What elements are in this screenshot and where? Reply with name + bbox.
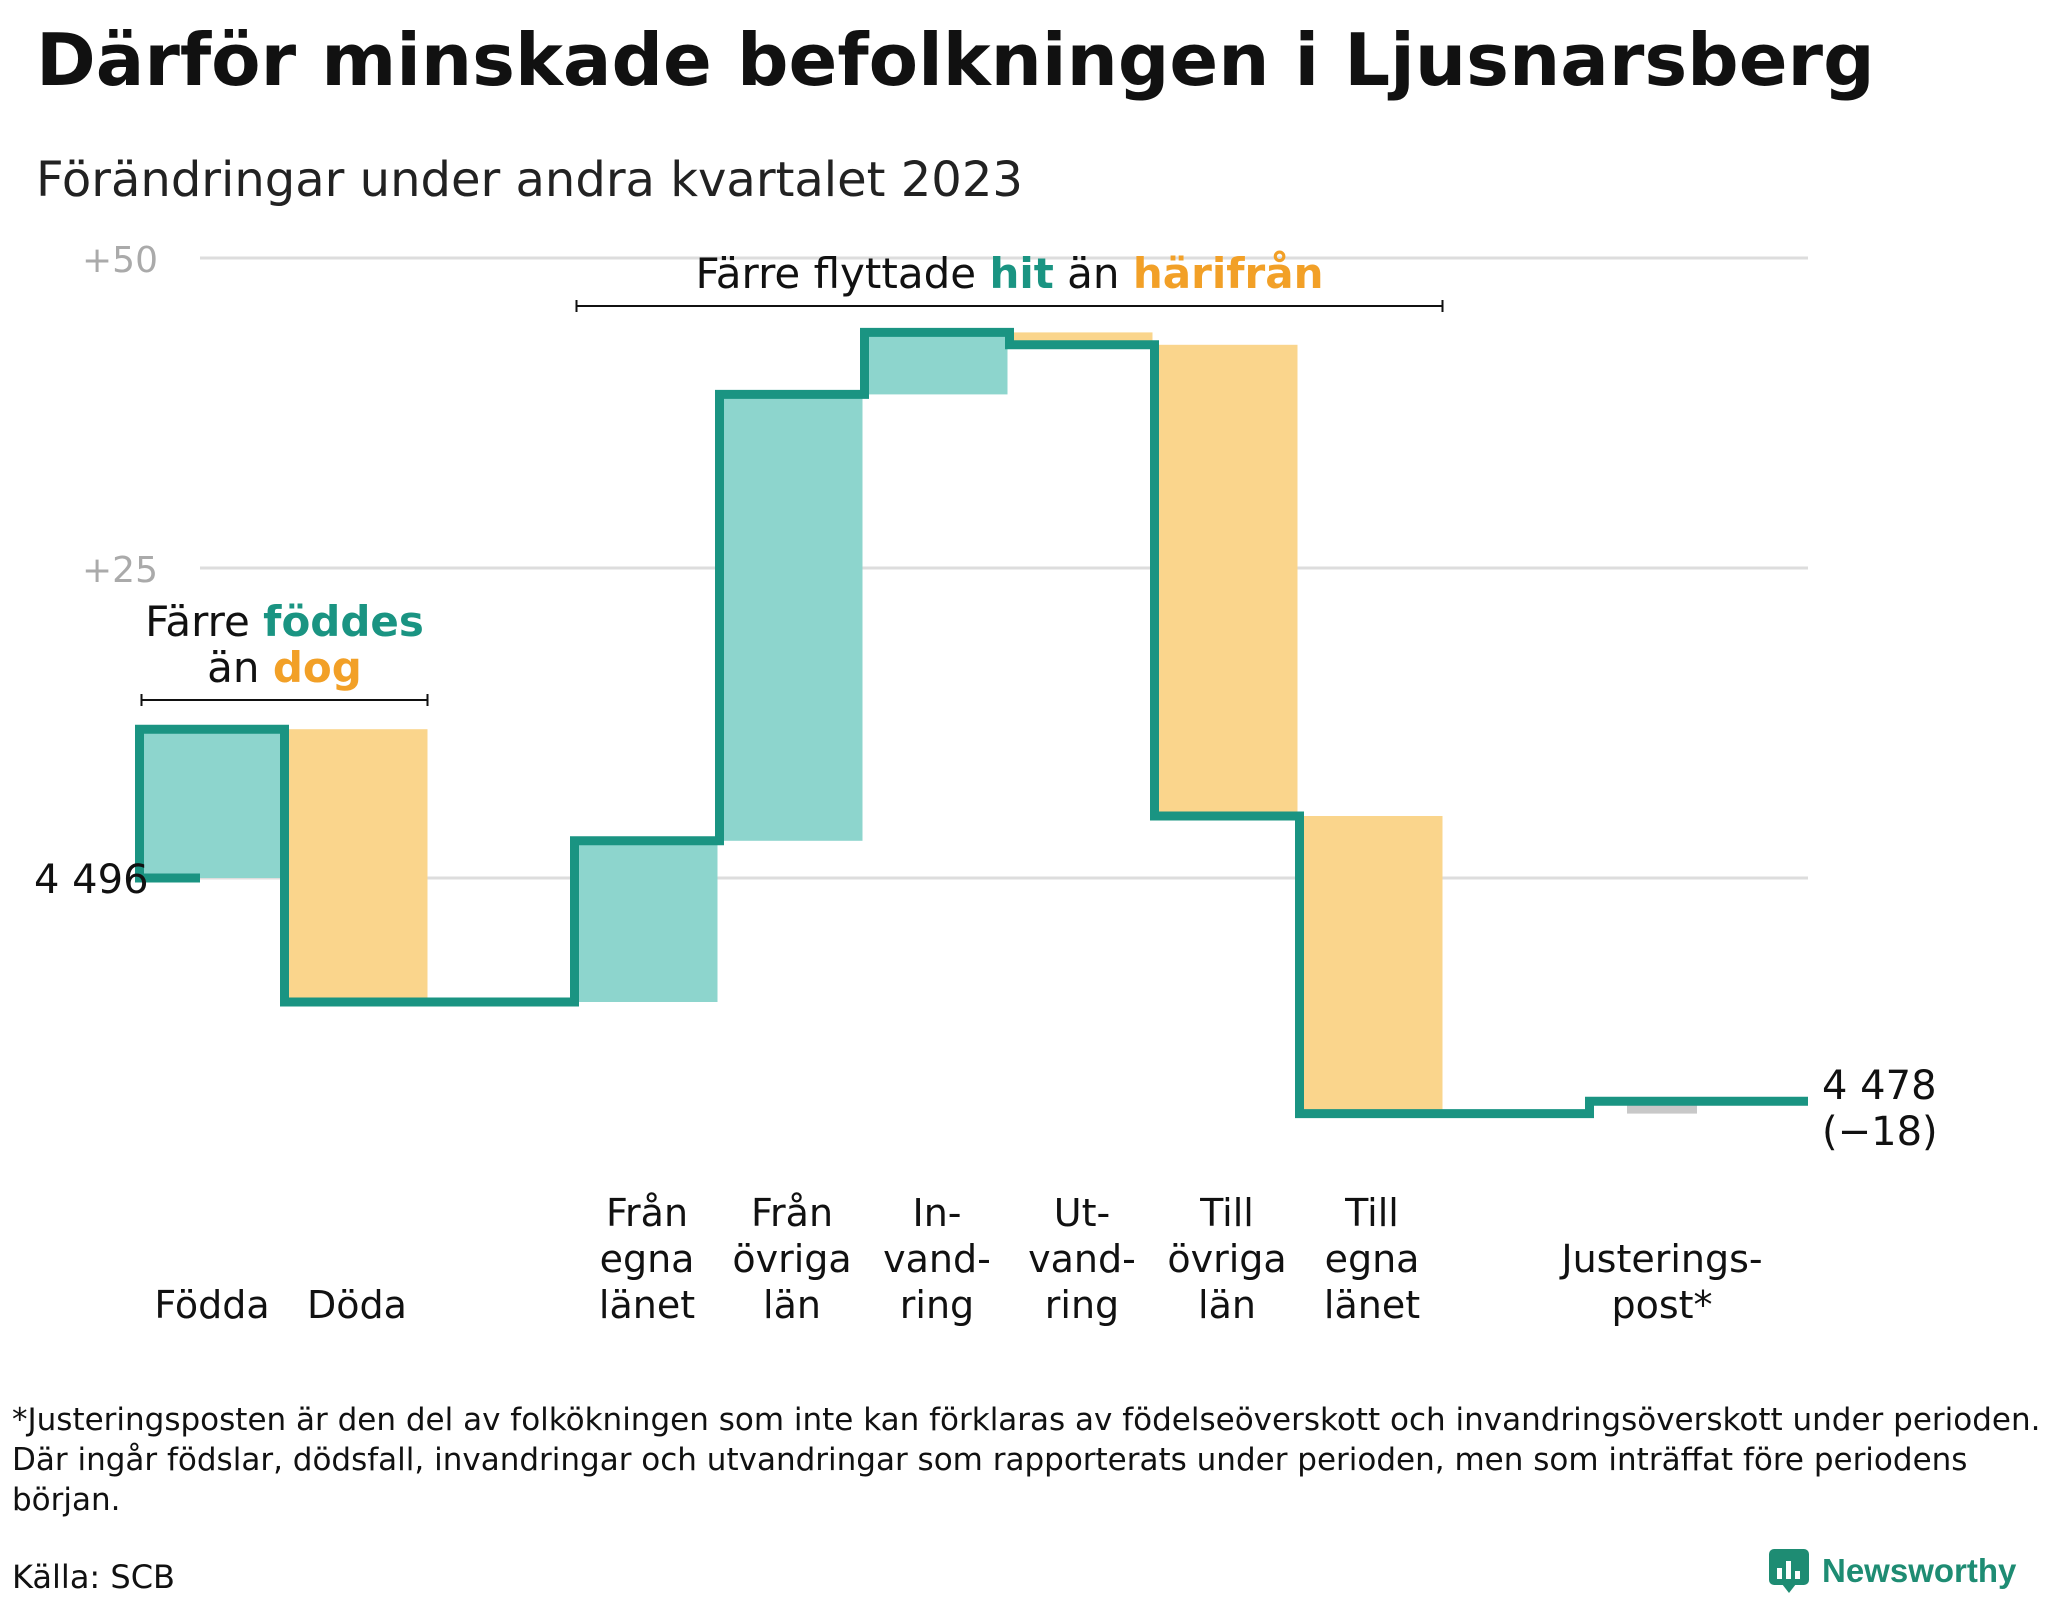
category-label: ring xyxy=(900,1283,974,1327)
annotation-segment: härifrån xyxy=(1133,249,1324,298)
chart-logo-icon xyxy=(1769,1549,1809,1593)
brand-logo: Newsworthy xyxy=(1768,1548,2016,1594)
category-label: län xyxy=(763,1283,821,1327)
brand-name: Newsworthy xyxy=(1822,1552,2017,1589)
category-label: Till xyxy=(1344,1191,1399,1235)
annotation-segment: hit xyxy=(989,249,1053,298)
category-label: övriga xyxy=(1167,1237,1286,1281)
category-label: övriga xyxy=(732,1237,851,1281)
category-label: egna xyxy=(1325,1237,1420,1281)
category-label: Från xyxy=(606,1191,688,1235)
category-label: länet xyxy=(1324,1283,1420,1327)
category-label: vand- xyxy=(1028,1237,1136,1281)
total-line xyxy=(135,327,1808,1119)
waterfall-bar xyxy=(141,729,283,878)
category-label: Justerings- xyxy=(1559,1237,1762,1281)
footnote: *Justeringsposten är den del av folkökni… xyxy=(12,1402,2041,1518)
annotation-segment: Färre xyxy=(145,597,263,646)
annotation-segment: dog xyxy=(273,643,362,692)
waterfall-bar xyxy=(866,332,1008,395)
category-label: Ut- xyxy=(1054,1191,1110,1235)
category-label: Från xyxy=(751,1191,833,1235)
end-value-label: 4 478 xyxy=(1822,1063,1937,1109)
category-label: post* xyxy=(1611,1283,1712,1327)
waterfall-bar xyxy=(1156,344,1298,816)
category-label: län xyxy=(1198,1283,1256,1327)
annotation-segment: än xyxy=(207,643,273,692)
waterfall-bar xyxy=(576,840,718,1002)
waterfall-bar xyxy=(721,394,863,841)
category-label: Födda xyxy=(154,1283,269,1327)
annotation-text: Färre föddes xyxy=(145,597,424,646)
start-value-label: 4 496 xyxy=(34,857,149,903)
annotation-segment: föddes xyxy=(263,597,424,646)
waterfall-bar xyxy=(286,729,428,1002)
y-tick-label: +25 xyxy=(82,550,158,591)
category-label: Till xyxy=(1199,1191,1254,1235)
source-note: Källa: SCB xyxy=(12,1558,175,1596)
annotation-segment: Färre flyttade xyxy=(696,249,990,298)
grid-lines xyxy=(200,256,1808,880)
category-label: egna xyxy=(600,1237,695,1281)
category-label: länet xyxy=(599,1283,695,1327)
running-total-line xyxy=(135,327,1808,1119)
end-change-label: (−18) xyxy=(1822,1109,1938,1155)
category-label: Döda xyxy=(307,1283,407,1327)
annotation-text: Färre flyttade hit än härifrån xyxy=(696,249,1324,298)
category-label: vand- xyxy=(883,1237,991,1281)
chart-subtitle: Förändringar under andra kvartalet 2023 xyxy=(36,152,1023,208)
annotation-text: än dog xyxy=(207,643,362,692)
annotation-segment: än xyxy=(1054,249,1133,298)
y-tick-label: +50 xyxy=(82,240,158,281)
chart-title: Därför minskade befolkningen i Ljusnarsb… xyxy=(36,18,1875,102)
category-label: In- xyxy=(912,1191,961,1235)
category-label: ring xyxy=(1045,1283,1119,1327)
waterfall-bar xyxy=(1301,816,1443,1114)
bars xyxy=(141,332,1697,1114)
